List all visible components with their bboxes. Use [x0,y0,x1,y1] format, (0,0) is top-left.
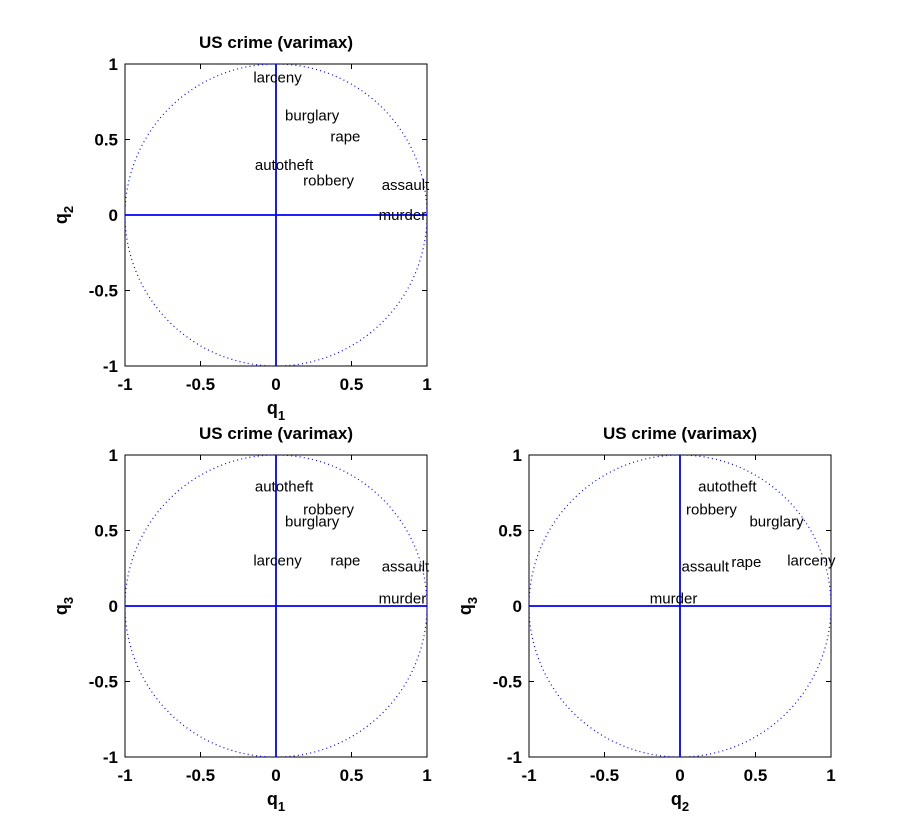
point-label-robbery: robbery [686,501,737,518]
x-tick-label: 0.5 [340,766,364,785]
point-label-autotheft: autotheft [255,157,314,174]
y-tick-label: 0.5 [498,522,522,541]
x-tick-label: 1 [422,375,431,394]
y-tick-label: -1 [507,748,522,767]
x-tick-label: 0 [675,766,684,785]
x-axis-label-base: q [267,398,278,418]
x-axis-label-sub: 2 [682,799,689,814]
x-tick-label: 1 [826,766,835,785]
y-axis-label-sub: 2 [61,206,76,213]
x-tick-label: 1 [422,766,431,785]
point-label-burglary: burglary [285,513,340,530]
point-label-larceny: larceny [253,553,302,570]
y-axis-label-sub: 3 [61,597,76,604]
point-label-murder: murder [379,590,427,607]
x-tick-label: -1 [117,375,132,394]
x-axis-label-sub: 1 [278,408,285,423]
point-label-assault: assault [682,559,730,576]
chart-panel-3: -1 -0.5 0 0.5 1 -1 -0.5 0 0.5 1 autotheft robbery bu… [455,424,836,814]
y-axis-label: q3 [455,597,480,615]
y-tick-label: 0 [109,206,118,225]
point-label-rape: rape [330,128,360,145]
y-tick-label: -0.5 [89,282,118,301]
point-label-murder: murder [379,207,427,224]
chart-title: US crime (varimax) [199,33,353,52]
x-tick-label: 0.5 [340,375,364,394]
y-tick-label: 0 [513,597,522,616]
y-tick-label: -0.5 [89,673,118,692]
chart-title: US crime (varimax) [199,424,353,443]
y-axis-label-sub: 3 [465,597,480,604]
y-tick-label: 1 [513,446,522,465]
point-label-robbery: robbery [303,501,354,518]
x-tick-label: -0.5 [186,766,215,785]
chart-panel-2: -1 -0.5 0 0.5 1 -1 -0.5 0 0.5 1 autotheft robberybu… [51,424,432,814]
point-label-larceny: larceny [253,70,302,87]
y-tick-label: 1 [109,446,118,465]
y-tick-label: -1 [103,357,118,376]
point-label-larceny: larceny [787,553,836,570]
point-label-assault: assault [382,559,430,576]
y-tick-label: 0.5 [94,522,118,541]
point-label-robbery: robbery [303,172,354,189]
x-tick-label: 0 [271,766,280,785]
y-tick-label: 0.5 [94,131,118,150]
x-axis-label-base: q [671,789,682,809]
y-axis-label: q2 [51,206,76,224]
y-axis-label-base: q [51,604,71,615]
point-label-autotheft: autotheft [698,479,757,496]
y-axis-label-base: q [455,604,475,615]
x-tick-label: -1 [117,766,132,785]
y-tick-label: 1 [109,55,118,74]
x-axis-label-sub: 1 [278,799,285,814]
chart-panel-1: -1 -0.5 0 0.5 1 -1 -0.5 0 0.5 1 larceny burglary rap… [51,33,432,423]
point-label-assault: assault [382,177,430,194]
y-tick-label: -0.5 [493,673,522,692]
x-tick-label: 0 [271,375,280,394]
point-label-burglary: burglary [749,513,804,530]
chart-title: US crime (varimax) [603,424,757,443]
x-axis-label-base: q [267,789,278,809]
x-tick-label: -0.5 [590,766,619,785]
y-axis-label: q3 [51,597,76,615]
x-axis-label: q1 [267,398,285,423]
x-tick-label: -1 [521,766,536,785]
point-label-rape: rape [330,553,360,570]
x-axis-label: q2 [671,789,689,814]
y-axis-label-base: q [51,213,71,224]
point-label-murder: murder [650,590,698,607]
point-label-rape: rape [731,554,761,571]
x-tick-label: 0.5 [744,766,768,785]
point-label-burglary: burglary [285,107,340,124]
point-label-autotheft: autotheft [255,479,314,496]
y-tick-label: 0 [109,597,118,616]
x-tick-label: -0.5 [186,375,215,394]
x-axis-label: q1 [267,789,285,814]
y-tick-label: -1 [103,748,118,767]
